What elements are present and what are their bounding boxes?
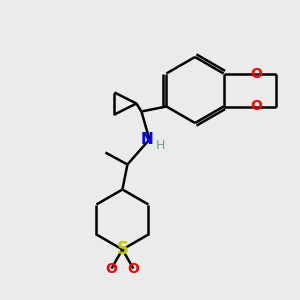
Text: S: S <box>116 241 128 259</box>
Text: O: O <box>128 262 140 276</box>
Text: O: O <box>250 67 262 80</box>
Text: O: O <box>106 262 117 276</box>
Text: H: H <box>156 139 165 152</box>
Text: N: N <box>141 132 154 147</box>
Text: O: O <box>250 100 262 113</box>
